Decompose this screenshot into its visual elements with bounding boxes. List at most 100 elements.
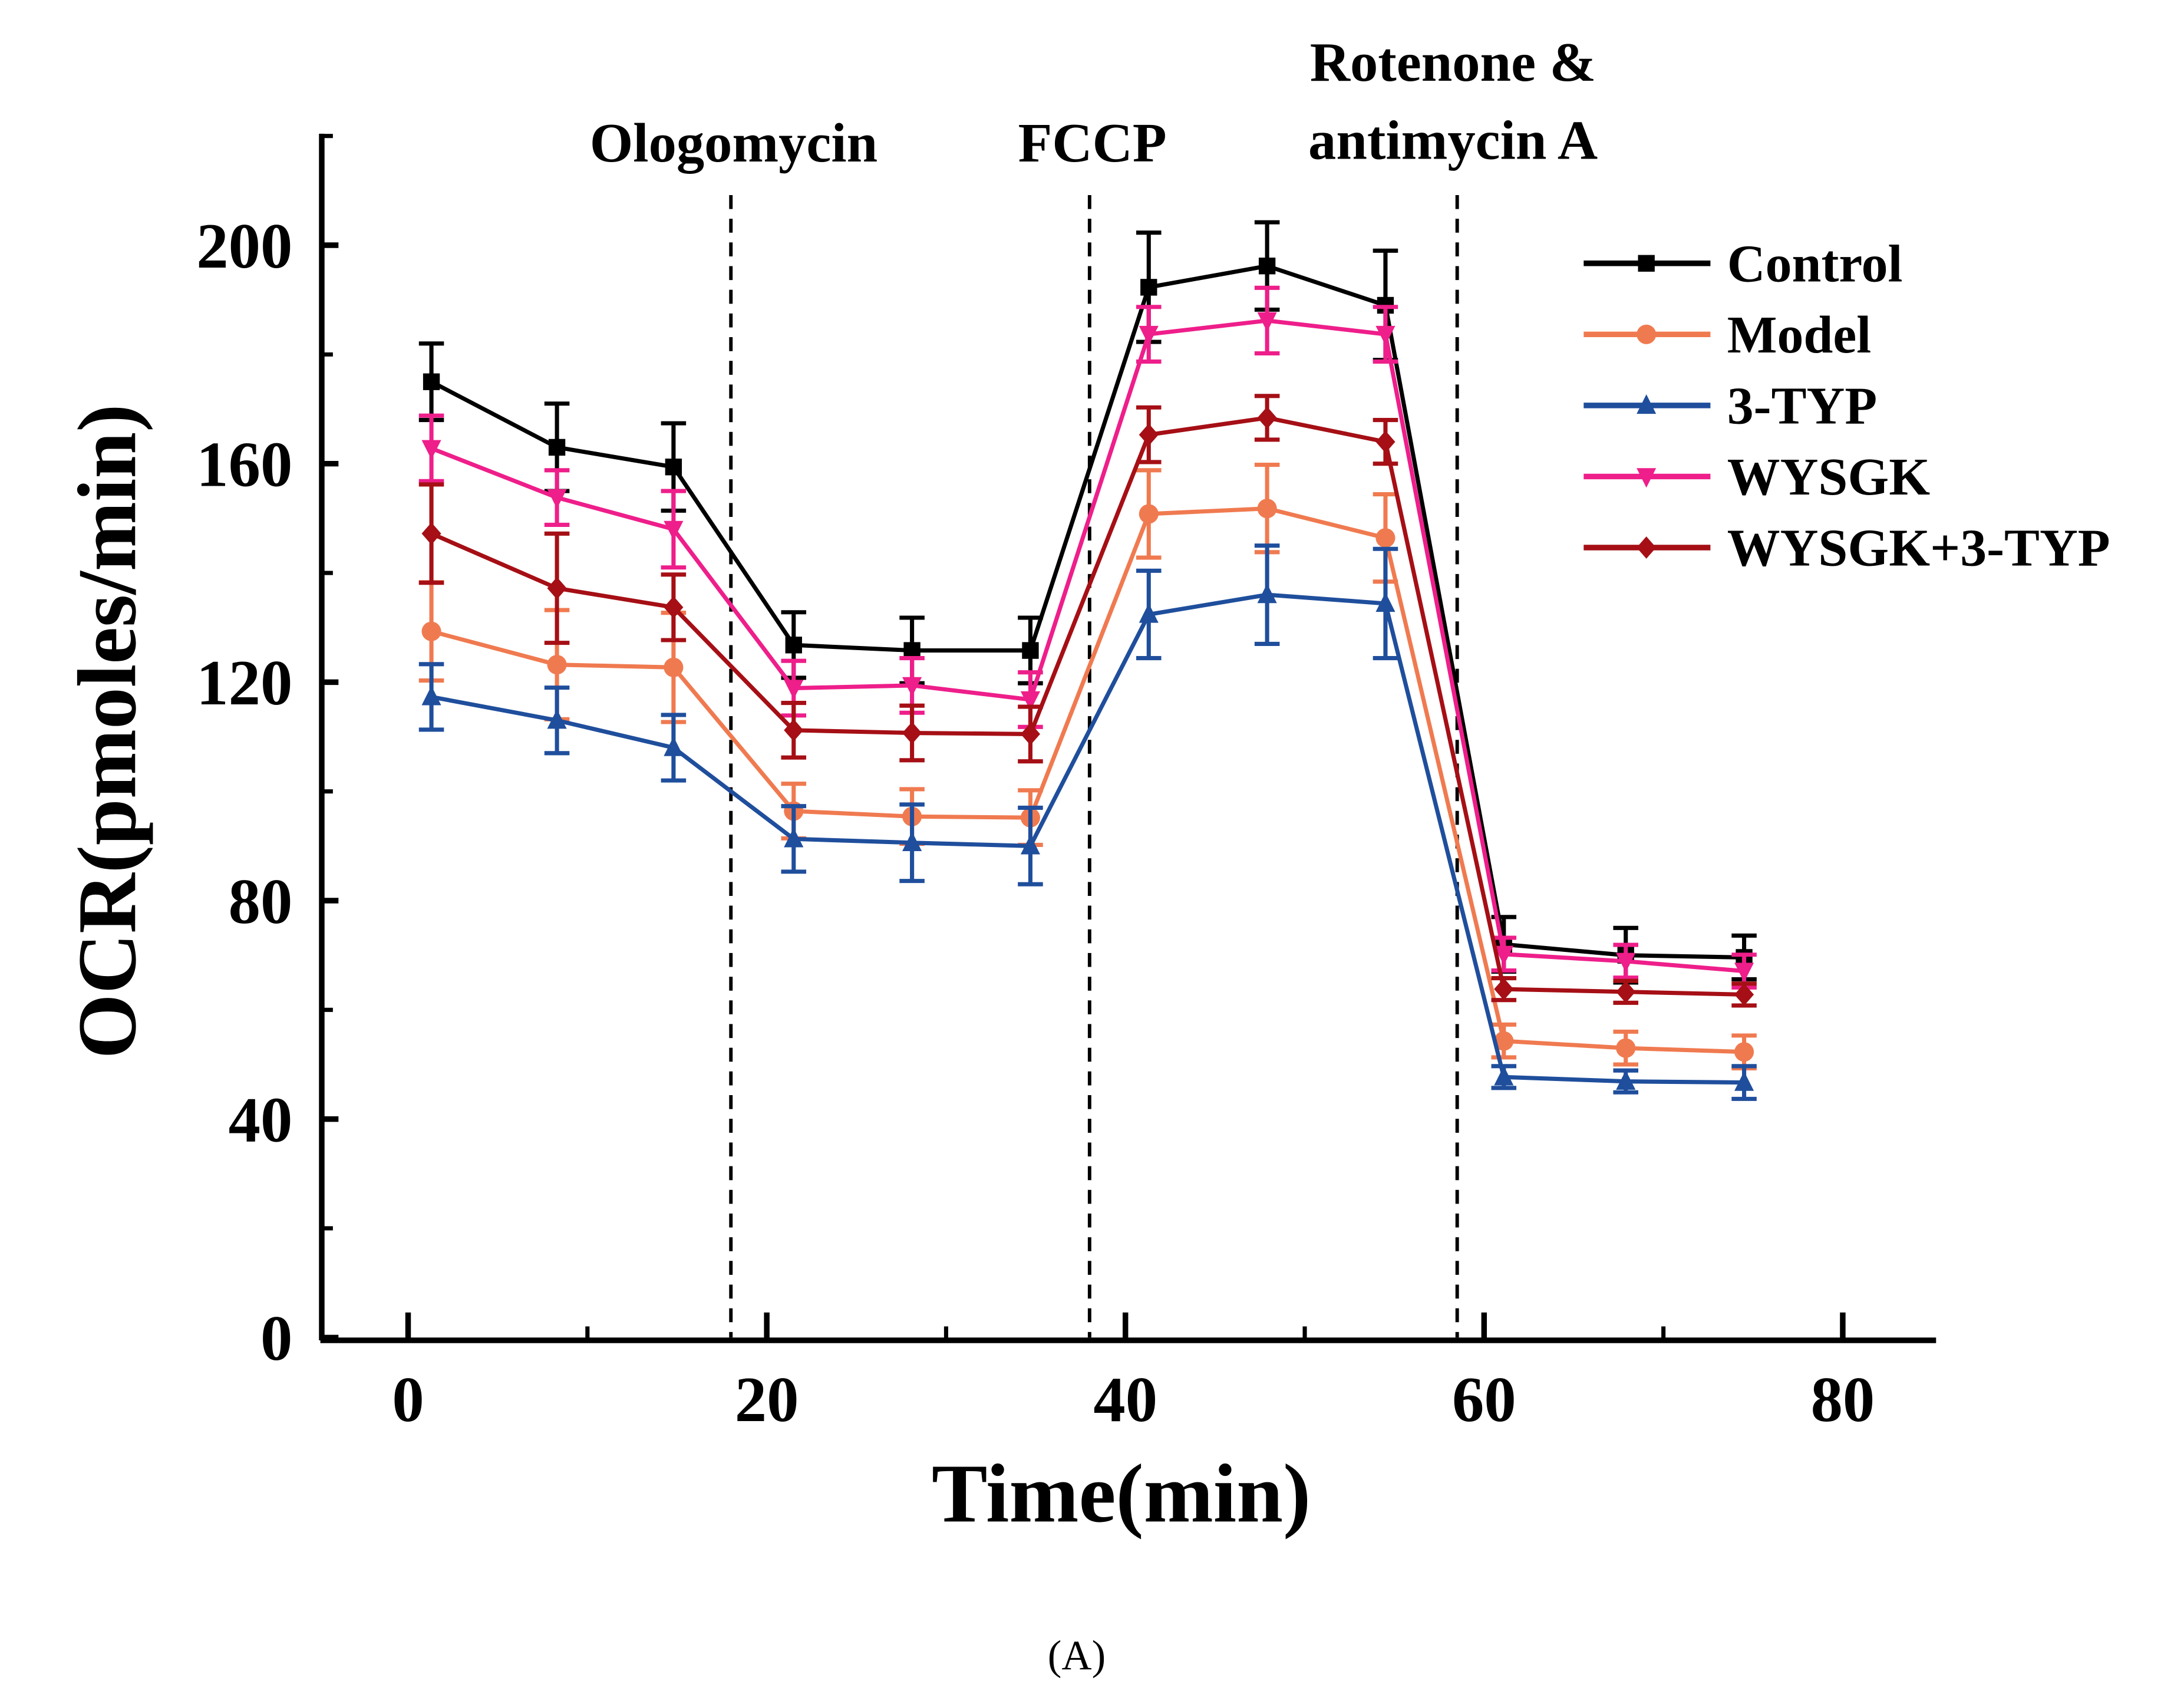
legend-item: WYSGK bbox=[1583, 448, 1930, 506]
axes: 0 20 40 60 80 0 40 80 120 160 200 bbox=[196, 133, 1936, 1435]
data-point bbox=[1616, 1038, 1636, 1058]
data-point bbox=[784, 680, 804, 700]
y-axis-label: OCR(pmoles/min) bbox=[61, 404, 153, 1059]
data-point bbox=[547, 655, 567, 675]
series-wysgk bbox=[418, 285, 1757, 990]
data-point bbox=[664, 520, 684, 540]
data-point bbox=[902, 677, 922, 697]
data-point bbox=[1734, 963, 1754, 983]
data-point bbox=[1020, 691, 1040, 711]
data-point bbox=[1616, 952, 1636, 973]
data-point bbox=[1494, 945, 1514, 965]
data-point bbox=[1637, 468, 1657, 488]
legend-label: WYSGK+3-TYP bbox=[1727, 519, 2110, 578]
y-tick-label: 80 bbox=[229, 866, 293, 937]
data-point bbox=[664, 736, 684, 756]
data-point bbox=[1258, 258, 1276, 275]
x-tick-label: 80 bbox=[1811, 1364, 1875, 1435]
data-point bbox=[1637, 394, 1657, 414]
data-point bbox=[665, 459, 682, 476]
data-point bbox=[1140, 279, 1157, 296]
data-point bbox=[1494, 978, 1514, 1001]
series-wysgk-3-typ bbox=[418, 394, 1757, 1008]
data-point bbox=[1020, 835, 1040, 855]
data-point bbox=[548, 439, 566, 456]
data-point bbox=[1494, 1031, 1514, 1051]
data-point bbox=[547, 577, 567, 599]
legend-item: Control bbox=[1583, 235, 1903, 294]
injection-label: Rotenone & bbox=[1310, 32, 1596, 93]
data-point bbox=[664, 596, 684, 619]
x-tick-label: 0 bbox=[392, 1364, 424, 1435]
y-tick-label: 160 bbox=[196, 429, 292, 500]
legend-item: WYSGK+3-TYP bbox=[1583, 519, 2110, 578]
series-group bbox=[418, 220, 1757, 1101]
data-point bbox=[664, 657, 684, 677]
legend-item: 3-TYP bbox=[1583, 377, 1877, 436]
data-point bbox=[1616, 1070, 1636, 1090]
data-point bbox=[1494, 1066, 1514, 1086]
data-point bbox=[784, 718, 804, 741]
data-point bbox=[1616, 980, 1636, 1003]
data-point bbox=[421, 440, 441, 460]
x-tick-label: 20 bbox=[735, 1364, 799, 1435]
data-point bbox=[1139, 325, 1159, 345]
legend-item: Model bbox=[1583, 306, 1871, 364]
legend-label: 3-TYP bbox=[1727, 377, 1877, 436]
legend-label: Control bbox=[1727, 235, 1903, 293]
data-point bbox=[1637, 536, 1657, 559]
data-point bbox=[1257, 584, 1277, 604]
series-line bbox=[430, 263, 1744, 960]
series-line bbox=[431, 506, 1744, 1054]
series-model bbox=[418, 462, 1757, 1071]
data-point bbox=[1139, 603, 1159, 623]
data-point bbox=[547, 709, 567, 729]
y-tick-label: 120 bbox=[196, 647, 292, 718]
legend-label: WYSGK bbox=[1727, 448, 1930, 506]
y-tick-label: 40 bbox=[229, 1084, 293, 1155]
data-point bbox=[902, 721, 922, 744]
figure-caption: (A) bbox=[1048, 1633, 1106, 1679]
series-line bbox=[431, 592, 1744, 1085]
data-point bbox=[1257, 312, 1277, 332]
data-point bbox=[784, 828, 804, 848]
data-point bbox=[1375, 592, 1395, 612]
data-point bbox=[421, 621, 441, 641]
x-tick-label: 60 bbox=[1452, 1364, 1516, 1435]
data-point bbox=[1022, 642, 1039, 659]
series-control bbox=[418, 220, 1757, 985]
y-tick-label: 0 bbox=[260, 1303, 292, 1374]
data-point bbox=[421, 685, 441, 706]
legend-label: Model bbox=[1727, 306, 1871, 364]
legend: Control Model 3-TYP WYSGK WYSGK+3-TYP bbox=[1583, 235, 2110, 578]
x-axis-label: Time(min) bbox=[932, 1447, 1311, 1540]
data-point bbox=[1139, 504, 1159, 524]
series-line bbox=[430, 416, 1744, 997]
data-point bbox=[1638, 255, 1655, 272]
series-3-typ bbox=[418, 543, 1757, 1101]
data-point bbox=[1139, 423, 1159, 446]
injection-label: Ologomycin bbox=[590, 113, 877, 174]
data-point bbox=[1375, 430, 1395, 453]
data-point bbox=[423, 373, 440, 390]
data-point bbox=[1734, 1071, 1754, 1091]
series-line bbox=[430, 318, 1744, 974]
data-point bbox=[785, 637, 802, 654]
y-tick-label: 200 bbox=[196, 210, 292, 282]
x-tick-label: 40 bbox=[1093, 1364, 1157, 1435]
data-point bbox=[547, 489, 567, 509]
data-point bbox=[421, 522, 441, 545]
injection-label: antimycin A bbox=[1308, 110, 1598, 171]
injection-label: FCCP bbox=[1018, 113, 1167, 174]
injection-markers: Ologomycin FCCP Rotenone & antimycin A bbox=[590, 32, 1598, 1338]
data-point bbox=[1637, 324, 1657, 344]
data-point bbox=[1734, 1042, 1754, 1062]
data-point bbox=[1375, 528, 1395, 548]
data-point bbox=[902, 831, 922, 851]
data-point bbox=[1375, 325, 1395, 345]
data-point bbox=[1734, 983, 1754, 1006]
data-point bbox=[1020, 723, 1040, 746]
data-point bbox=[1257, 406, 1277, 429]
data-point bbox=[1257, 499, 1277, 519]
